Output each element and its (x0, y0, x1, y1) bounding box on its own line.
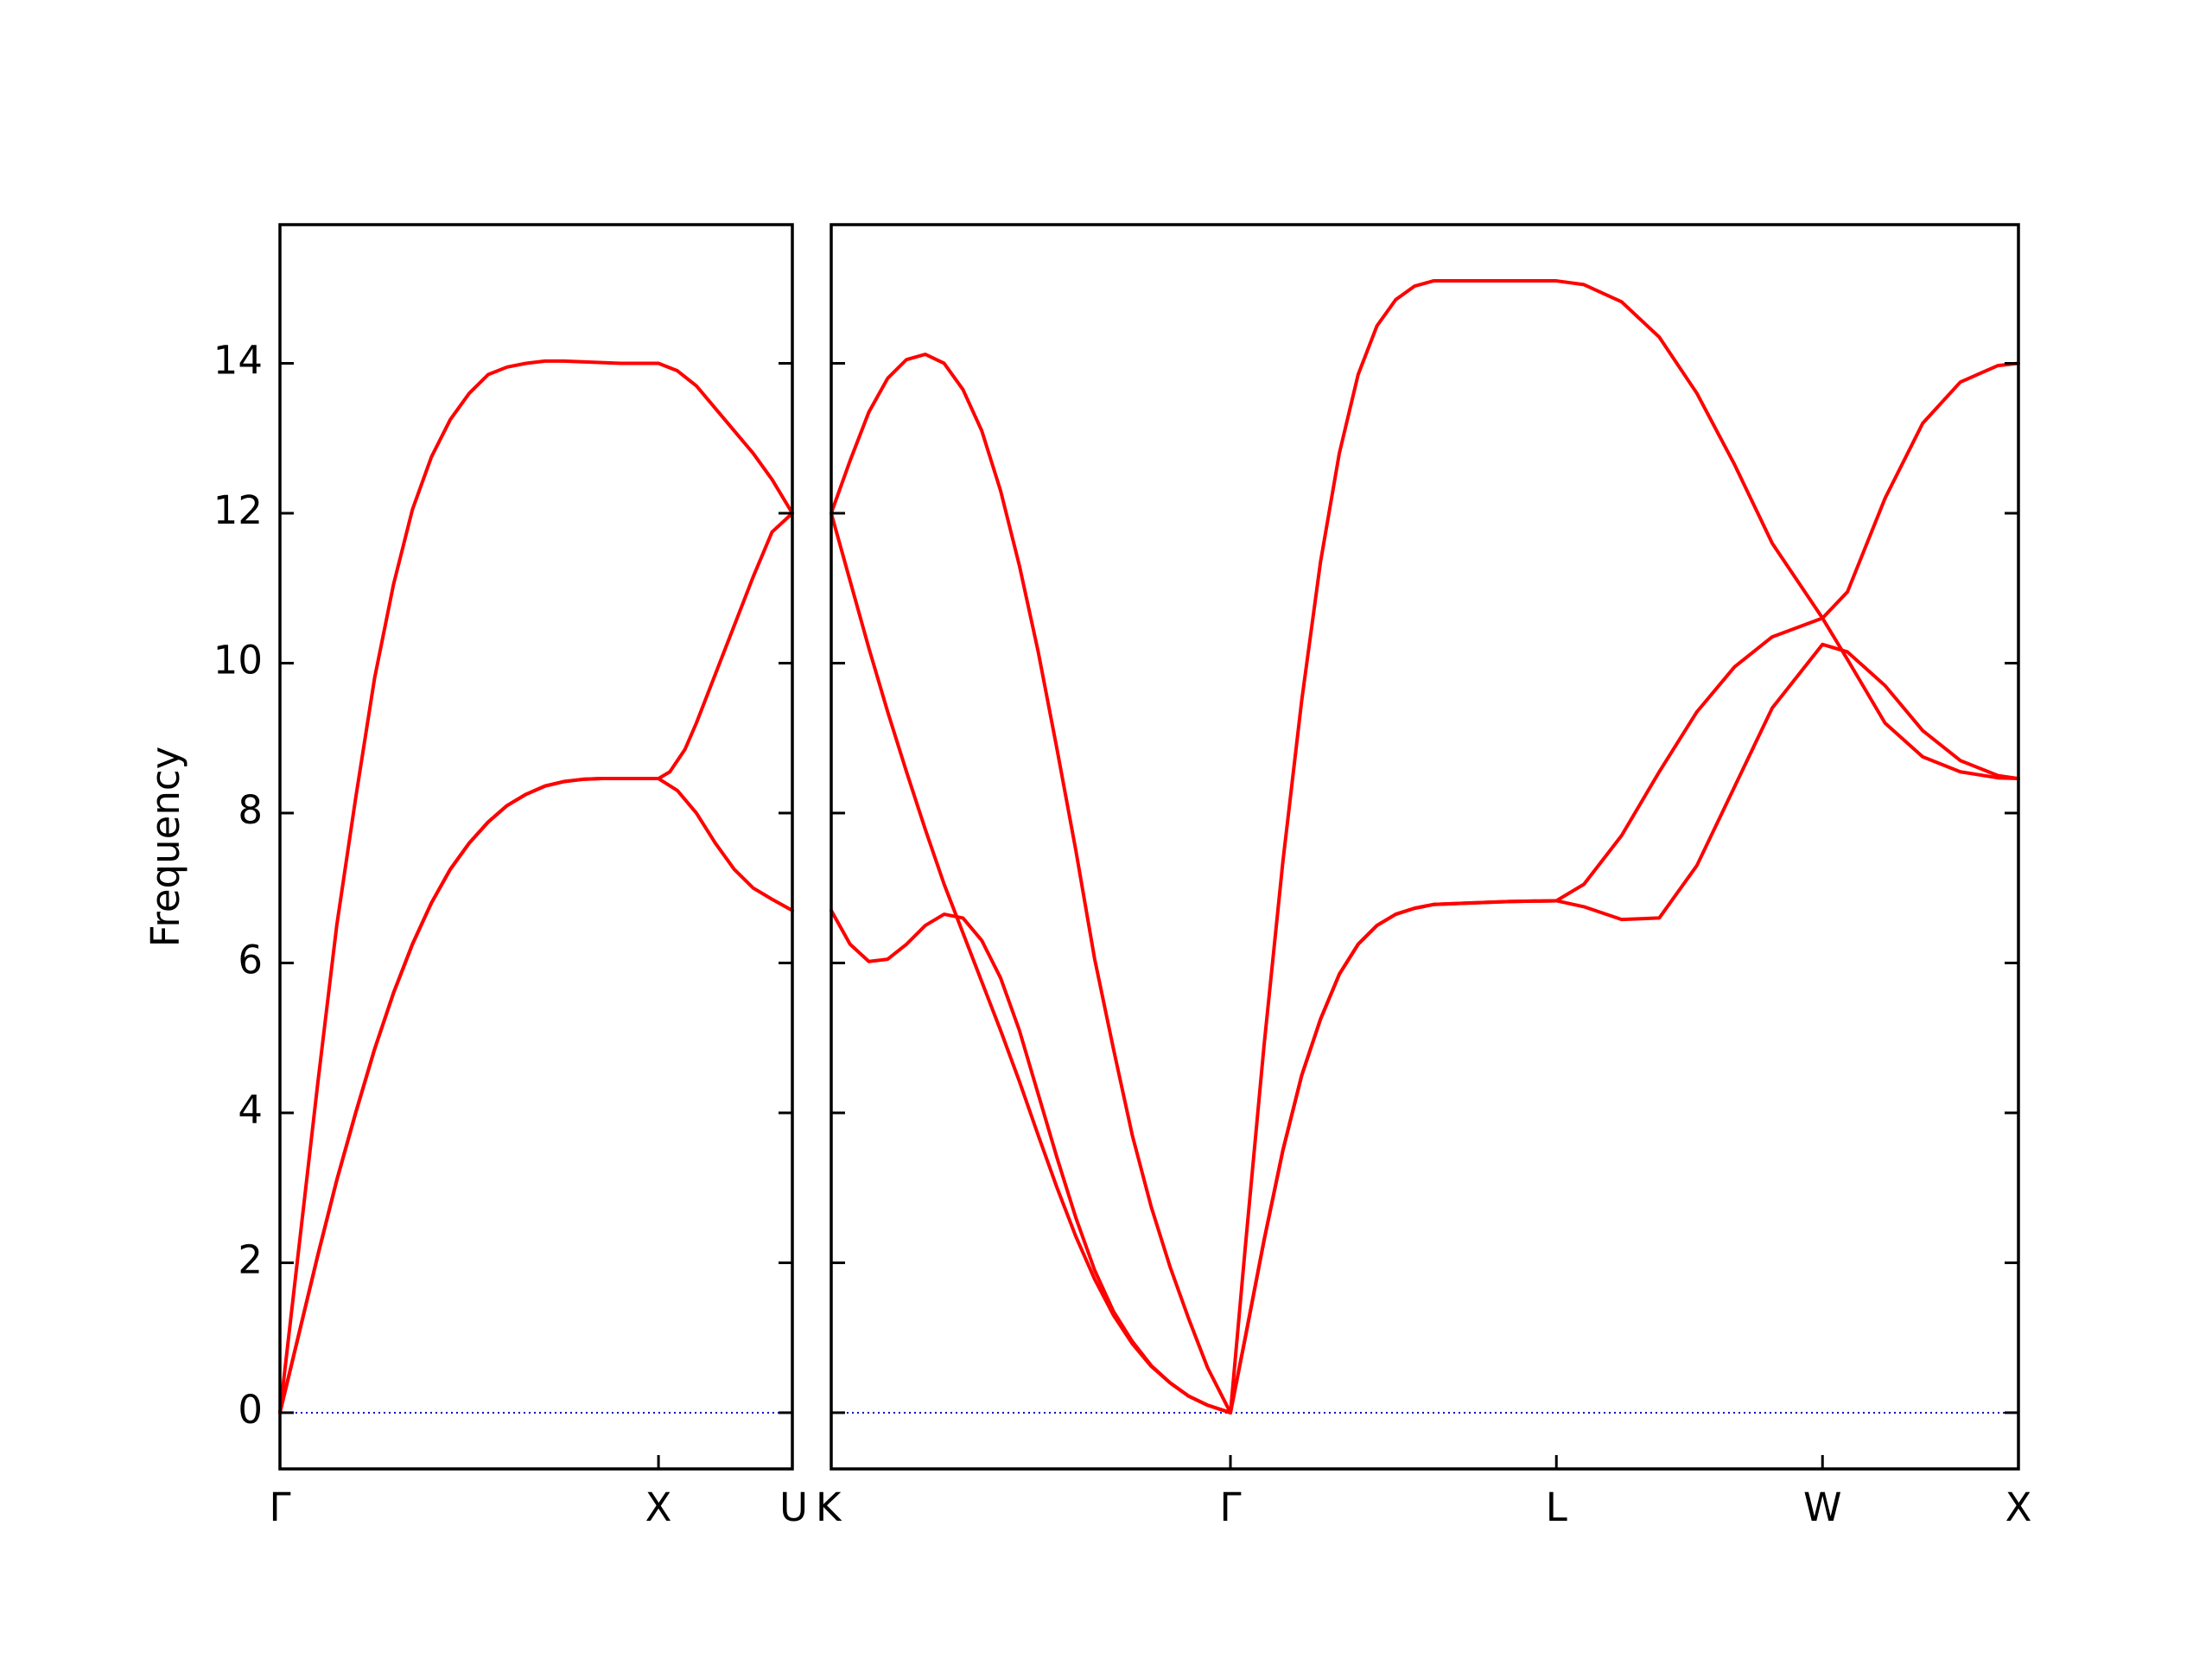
x-tick-label: Γ (269, 1484, 290, 1530)
plot-frame-panel-1 (278, 223, 794, 1471)
y-tick-label: 14 (213, 337, 263, 383)
x-tick-label: U (779, 1484, 808, 1530)
band-2-5 (1229, 616, 2020, 1414)
y-tick-label: 12 (213, 487, 263, 533)
x-tick-label: Γ (1219, 1484, 1241, 1530)
y-tick-label: 10 (213, 637, 263, 683)
panel-1: 0 2 4 6 8 10 12 14 Γ X U (213, 223, 808, 1530)
y-tick-label: 4 (238, 1087, 263, 1133)
band-2-1 (830, 353, 1233, 1414)
band-1-3 (278, 777, 794, 1414)
x-tick-label: X (2005, 1484, 2032, 1530)
plot-frame-panel-2 (830, 223, 2020, 1471)
x-tick-label: X (645, 1484, 672, 1530)
x-tick-label: W (1803, 1484, 1842, 1530)
band-2-3 (830, 908, 1233, 1414)
y-tick-label: 8 (238, 787, 263, 833)
x-tick-label: K (816, 1484, 842, 1530)
band-1-2 (278, 511, 794, 1414)
band-2-2 (830, 511, 1233, 1414)
band-2-4 (1229, 279, 2020, 1414)
band-2-6 (1229, 642, 2020, 1414)
band-1-1 (278, 359, 794, 1414)
chart-panels: 0 2 4 6 8 10 12 14 Γ X U K Γ L W X (213, 223, 2032, 1530)
y-tick-label: 6 (238, 937, 263, 982)
y-tick-label: 0 (238, 1387, 263, 1433)
y-tick-label: 2 (238, 1236, 263, 1282)
x-tick-label: L (1546, 1484, 1567, 1530)
y-axis-label: Frequency (143, 747, 188, 947)
